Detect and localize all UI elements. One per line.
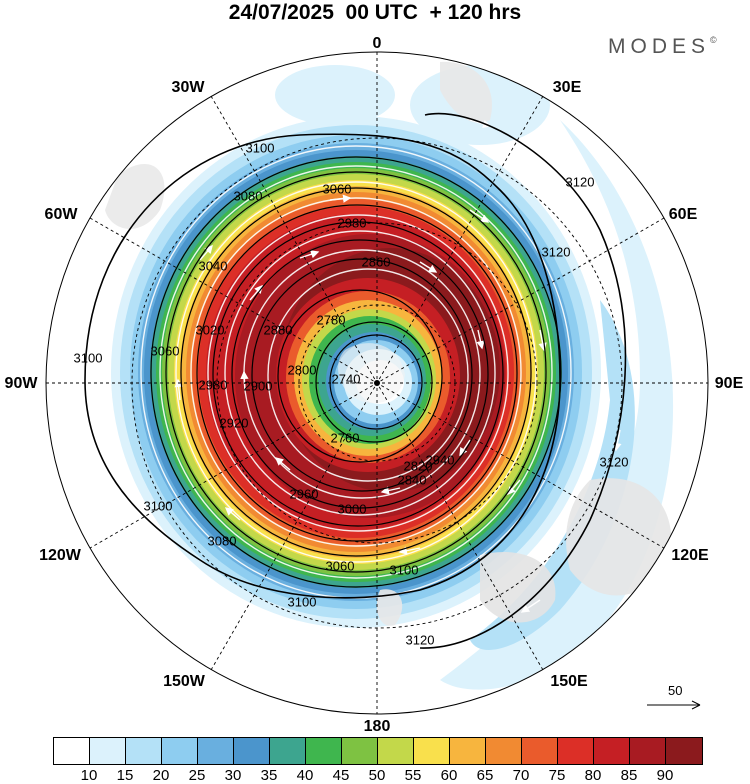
contour-label: 2800: [287, 362, 317, 378]
contour-label: 2920: [219, 415, 249, 431]
contour-label: 3100: [389, 562, 419, 578]
colorbar-swatch: [414, 738, 450, 764]
colorbar-tick-label: 60: [440, 767, 458, 784]
colorbar-tick-label: 75: [548, 767, 566, 784]
geopotential-contours: [84, 112, 627, 649]
contour-label: 2900: [243, 378, 273, 394]
lon-label-90e: 90E: [714, 375, 744, 392]
colorbar-tick-label: 25: [188, 767, 206, 784]
map-boundary: [45, 51, 709, 715]
contour-label: 2760: [330, 430, 360, 446]
colorbar-tick-label: 85: [620, 767, 638, 784]
reference-vector-value: 50: [668, 683, 683, 698]
contour-label: 3120: [565, 174, 595, 190]
contour-label: 2840: [397, 472, 427, 488]
colorbar-tick-label: 15: [116, 767, 134, 784]
colorbar-swatch: [162, 738, 198, 764]
south-pole-marker: [374, 380, 380, 386]
contour-label: 2820: [403, 458, 433, 474]
contour-label: 2980: [337, 215, 367, 231]
colorbar-swatch: [486, 738, 522, 764]
colorbar-tick-label: 90: [656, 767, 674, 784]
contour-label: 3120: [599, 454, 629, 470]
colorbar-tick-label: 40: [296, 767, 314, 784]
lon-label-180: 180: [363, 718, 391, 735]
colorbar-swatch: [198, 738, 234, 764]
colorbar-tick-label: 20: [152, 767, 170, 784]
colorbar-swatch: [234, 738, 270, 764]
colorbar-tick-label: 80: [584, 767, 602, 784]
lon-label-30e: 30E: [552, 79, 582, 96]
contour-label: 2780: [316, 312, 346, 328]
colorbar-swatch: [54, 738, 90, 764]
land-mass: [480, 552, 556, 623]
contour-label: 3060: [322, 181, 352, 197]
wind-shading-patch: [275, 65, 395, 125]
colorbar-swatch: [630, 738, 666, 764]
contour-label: 2980: [198, 377, 228, 393]
contour-label: 3060: [150, 343, 180, 359]
contour-label: 3000: [337, 501, 367, 517]
contour-label: 3100: [143, 498, 173, 514]
colorbar-swatch: [450, 738, 486, 764]
colorbar-swatch: [594, 738, 630, 764]
colorbar-swatch: [342, 738, 378, 764]
lon-label-60w: 60W: [44, 206, 78, 223]
lon-label-150w: 150W: [163, 673, 205, 690]
colorbar-tick-label: 50: [368, 767, 386, 784]
contour-label: 2880: [263, 322, 293, 338]
colorbar-swatch: [666, 738, 702, 764]
lon-label-30w: 30W: [171, 79, 205, 96]
colorbar-swatch: [558, 738, 594, 764]
colorbar-tick-label: 55: [404, 767, 422, 784]
colorbar: [53, 737, 703, 765]
colorbar-tick-label: 30: [224, 767, 242, 784]
contour-label: 3080: [207, 533, 237, 549]
colorbar-swatch: [90, 738, 126, 764]
land-mass: [566, 478, 672, 596]
contour-label: 2960: [289, 486, 319, 502]
map-title: 24/07/2025 00 UTC + 120 hrs: [228, 1, 522, 24]
contour-label: 3120: [405, 632, 435, 648]
contour-label: 2940: [425, 452, 455, 468]
land-mass: [105, 163, 165, 229]
colorbar-labels: 10 15 20 25 30 35 40 45 50 55 60 65 70 75 80 85 90: [53, 767, 703, 784]
contour-label: 3040: [198, 258, 228, 274]
colorbar-swatch: [126, 738, 162, 764]
colorbar-tick-label: 10: [80, 767, 98, 784]
contour-label: 3100: [287, 594, 317, 610]
lon-label-90w: 90W: [4, 375, 38, 392]
lon-label-120w: 120W: [39, 547, 81, 564]
colorbar-swatch: [270, 738, 306, 764]
lon-label-0: 0: [372, 35, 382, 52]
colorbar-tick-label: 70: [512, 767, 530, 784]
lon-label-150e: 150E: [550, 673, 588, 690]
lon-label-60e: 60E: [668, 206, 698, 223]
modes-logo: MODES©: [608, 35, 717, 59]
land-mass: [376, 589, 403, 626]
contour-label: 2860: [361, 254, 391, 270]
land-mass: [440, 61, 492, 123]
contour-label: 2740: [331, 371, 361, 387]
arrow-right-icon: [647, 700, 701, 710]
contour-label: 3020: [195, 322, 225, 338]
colorbar-tick-label: 45: [332, 767, 350, 784]
contour-label: 3100: [245, 140, 275, 156]
colorbar-tick-label: 65: [476, 767, 494, 784]
lon-label-120e: 120E: [671, 547, 709, 564]
contour-label: 3080: [233, 188, 263, 204]
brand-text: MODES: [608, 35, 711, 58]
contour-label: 3060: [325, 558, 355, 574]
contour-label: 3120: [541, 244, 571, 260]
reference-vector: 50: [645, 683, 705, 713]
colorbar-swatch: [378, 738, 414, 764]
colorbar-swatch: [306, 738, 342, 764]
contour-label: 3100: [73, 350, 103, 366]
brand-mark: ©: [710, 35, 717, 45]
wind-vectors: [140, 145, 572, 599]
colorbar-swatch: [522, 738, 558, 764]
colorbar-tick-label: 35: [260, 767, 278, 784]
